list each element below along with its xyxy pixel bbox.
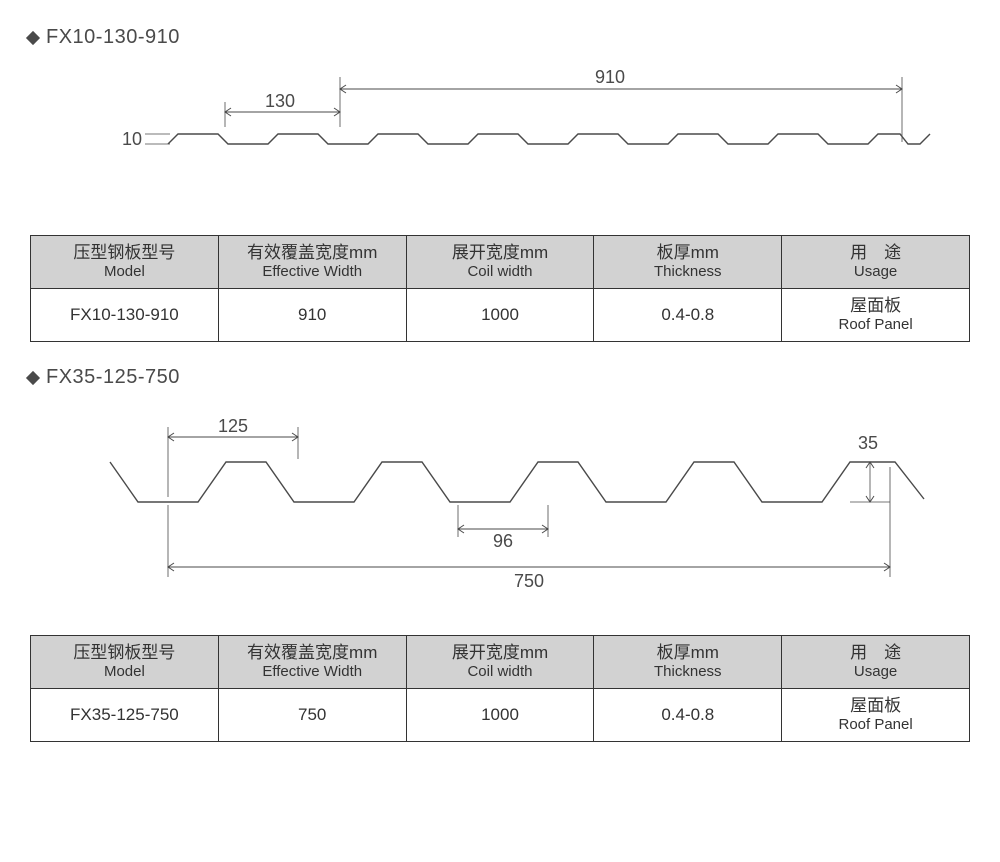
dim-height-1: 10 bbox=[122, 129, 142, 149]
section-fx35: FX35-125-750 125 35 bbox=[28, 366, 972, 742]
profile-drawing-1: 910 130 10 bbox=[28, 67, 972, 207]
diamond-icon bbox=[26, 370, 40, 384]
profile-svg-2: 125 35 96 7 bbox=[50, 407, 950, 607]
col-usage: 用 途Usage bbox=[782, 636, 970, 689]
col-effwidth: 有效覆盖宽度mmEffective Width bbox=[218, 236, 406, 289]
table-row: FX10-130-910 910 1000 0.4-0.8 屋面板Roof Pa… bbox=[31, 289, 970, 342]
spec-table-2: 压型钢板型号Model 有效覆盖宽度mmEffective Width 展开宽度… bbox=[30, 635, 970, 742]
col-effwidth: 有效覆盖宽度mmEffective Width bbox=[218, 636, 406, 689]
cell-model: FX10-130-910 bbox=[31, 289, 219, 342]
cell-coilwidth: 1000 bbox=[406, 289, 594, 342]
cell-model: FX35-125-750 bbox=[31, 689, 219, 742]
section-fx10: FX10-130-910 910 130 10 bbox=[28, 26, 972, 342]
cell-thickness: 0.4-0.8 bbox=[594, 689, 782, 742]
title-text-2: FX35-125-750 bbox=[46, 366, 180, 389]
profile-path-1 bbox=[168, 134, 930, 144]
page: FX10-130-910 910 130 10 bbox=[0, 0, 1000, 862]
spec-table-1: 压型钢板型号Model 有效覆盖宽度mmEffective Width 展开宽度… bbox=[30, 235, 970, 342]
col-model: 压型钢板型号Model bbox=[31, 236, 219, 289]
profile-drawing-2: 125 35 96 7 bbox=[28, 407, 972, 607]
col-thickness: 板厚mmThickness bbox=[594, 236, 782, 289]
col-coilwidth: 展开宽度mmCoil width bbox=[406, 636, 594, 689]
cell-coilwidth: 1000 bbox=[406, 689, 594, 742]
title-text-1: FX10-130-910 bbox=[46, 26, 180, 49]
dim-height-2: 35 bbox=[858, 433, 878, 453]
col-thickness: 板厚mmThickness bbox=[594, 636, 782, 689]
col-model: 压型钢板型号Model bbox=[31, 636, 219, 689]
diamond-icon bbox=[26, 30, 40, 44]
col-coilwidth: 展开宽度mmCoil width bbox=[406, 236, 594, 289]
profile-path-2 bbox=[110, 462, 924, 502]
section-title-1: FX10-130-910 bbox=[28, 26, 972, 49]
table-header-row: 压型钢板型号Model 有效覆盖宽度mmEffective Width 展开宽度… bbox=[31, 636, 970, 689]
section-title-2: FX35-125-750 bbox=[28, 366, 972, 389]
col-usage: 用 途Usage bbox=[782, 236, 970, 289]
cell-effwidth: 910 bbox=[218, 289, 406, 342]
cell-thickness: 0.4-0.8 bbox=[594, 289, 782, 342]
dim-valley-2: 96 bbox=[493, 531, 513, 551]
cell-usage: 屋面板Roof Panel bbox=[782, 289, 970, 342]
table-header-row: 压型钢板型号Model 有效覆盖宽度mmEffective Width 展开宽度… bbox=[31, 236, 970, 289]
dim-pitch-2: 125 bbox=[218, 416, 248, 436]
table-row: FX35-125-750 750 1000 0.4-0.8 屋面板Roof Pa… bbox=[31, 689, 970, 742]
dim-total-2: 750 bbox=[514, 571, 544, 591]
cell-effwidth: 750 bbox=[218, 689, 406, 742]
dim-pitch-1: 130 bbox=[265, 91, 295, 111]
profile-svg-1: 910 130 10 bbox=[50, 67, 950, 207]
dim-total-1: 910 bbox=[595, 67, 625, 87]
cell-usage: 屋面板Roof Panel bbox=[782, 689, 970, 742]
